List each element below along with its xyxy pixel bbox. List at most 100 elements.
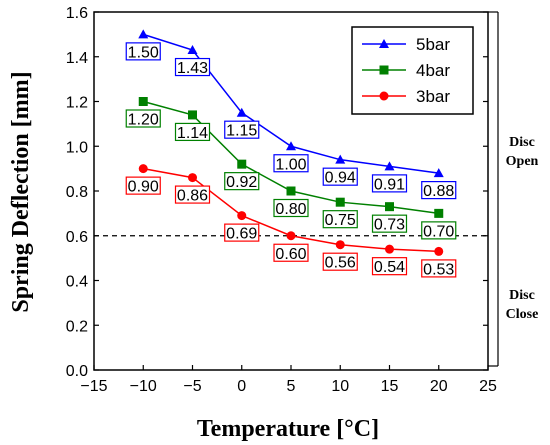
data-point-5bar (236, 107, 247, 117)
y-tick-label: 1.6 (66, 5, 88, 22)
data-label-4bar: 1.14 (174, 122, 211, 142)
x-tick-label: 15 (381, 378, 399, 395)
data-point-5bar (138, 29, 149, 39)
data-point-4bar (286, 186, 296, 196)
data-labels-3bar: 0.90 0.86 0.69 0.60 0.56 0.54 0.53 (125, 176, 457, 278)
data-label-3bar: 0.53 (421, 259, 457, 278)
y-tick-label: 1.4 (66, 50, 88, 67)
data-label-text: 0.94 (325, 170, 356, 187)
data-label-text: 1.15 (226, 123, 257, 140)
data-label-box (125, 176, 161, 195)
data-label-text: 0.92 (226, 174, 257, 191)
data-point-5bar (433, 168, 444, 178)
data-label-box (174, 57, 211, 77)
data-point-5bar (187, 45, 198, 55)
data-label-3bar: 0.86 (174, 185, 211, 205)
y-axis-title: Spring Deflection [mm] (8, 71, 34, 312)
data-label-3bar: 0.69 (224, 223, 260, 243)
legend-label: 4bar (416, 61, 450, 80)
data-label-text: 1.20 (128, 112, 159, 129)
data-label-5bar: 1.15 (224, 120, 260, 140)
data-label-3bar: 0.54 (371, 257, 408, 276)
y-tick-label: 1.2 (66, 95, 88, 112)
x-tick-label: 25 (479, 378, 497, 395)
data-point-4bar (434, 208, 444, 218)
data-label-3bar: 0.60 (273, 243, 309, 263)
legend-label: 3bar (416, 87, 450, 106)
series-3bar (138, 164, 444, 256)
data-point-5bar (286, 141, 296, 151)
data-point-5bar (384, 161, 395, 171)
data-label-text: 0.69 (226, 226, 257, 243)
data-label-box (174, 122, 211, 142)
legend-item-4bar: 4bar (362, 61, 450, 80)
data-label-box (371, 214, 408, 233)
legend-marker (379, 65, 389, 75)
series-4bar (138, 97, 444, 218)
data-label-box (224, 223, 260, 242)
data-label-text: 0.75 (325, 212, 356, 229)
data-label-5bar: 0.91 (371, 174, 408, 193)
x-tick-label: −15 (80, 378, 107, 395)
data-label-box (371, 257, 408, 276)
disc-close-label-line2: Close (506, 307, 539, 322)
data-label-box (224, 172, 260, 191)
data-labels-4bar: 1.20 1.14 0.92 0.80 0.75 0.73 0.70 (125, 109, 457, 240)
data-label-text: 0.88 (423, 183, 454, 200)
data-label-4bar: 0.70 (421, 221, 457, 240)
data-label-box (125, 42, 161, 61)
data-label-box (421, 221, 457, 240)
y-tick-label: 0.4 (66, 274, 88, 291)
data-label-text: 0.91 (374, 176, 405, 193)
series-layer (138, 29, 444, 256)
data-point-3bar (434, 246, 444, 256)
data-label-5bar: 0.88 (421, 181, 457, 200)
data-label-box (322, 252, 358, 271)
data-label-3bar: 0.90 (125, 176, 161, 196)
data-point-4bar (385, 202, 394, 212)
x-tick-label: 10 (331, 378, 349, 395)
data-label-text: 0.54 (374, 259, 405, 276)
legend-label: 5bar (416, 35, 450, 54)
data-label-text: 1.14 (177, 125, 208, 142)
data-label-box (421, 259, 457, 278)
data-label-text: 0.70 (423, 223, 454, 240)
series-5bar (138, 29, 444, 178)
disc-open-label-line1: Disc (509, 135, 535, 150)
legend: 5bar 4bar 3bar (351, 26, 474, 115)
legend-marker (379, 39, 389, 48)
data-label-4bar: 0.92 (224, 172, 260, 191)
data-point-4bar (335, 197, 345, 207)
data-label-5bar: 1.00 (273, 154, 309, 173)
data-label-box (273, 198, 309, 218)
data-label-4bar: 1.20 (125, 109, 161, 129)
axis-ticks: −15 −10 −5 0 5 10 15 20 25 0.0 0.2 0.4 0.6 0.8 1.0 1.2 1… (66, 5, 497, 395)
legend-marker (379, 91, 389, 101)
x-tick-label: −10 (130, 378, 157, 395)
data-labels-layer: 1.50 1.43 1.15 1.00 0.94 0.91 0.88 1.20 1.14 0.92… (125, 42, 457, 278)
data-point-3bar (188, 173, 197, 183)
data-point-4bar (188, 110, 197, 120)
disc-close-label-line1: Disc (509, 288, 535, 303)
data-label-text: 0.53 (423, 261, 454, 278)
data-label-box (273, 243, 309, 262)
data-label-box (224, 120, 260, 139)
disc-state-annotations: Disc Open Disc Close (488, 11, 539, 367)
y-tick-label: 0.8 (66, 184, 88, 201)
legend-item-3bar: 3bar (362, 87, 450, 106)
data-label-text: 0.60 (275, 246, 306, 263)
data-label-4bar: 0.80 (273, 198, 309, 218)
data-label-text: 1.50 (128, 44, 159, 61)
data-label-text: 0.86 (177, 188, 208, 205)
x-tick-label: 5 (287, 378, 296, 395)
data-label-4bar: 0.75 (322, 210, 358, 229)
data-label-3bar: 0.56 (322, 252, 358, 272)
data-label-box (125, 109, 161, 128)
data-label-5bar: 1.43 (174, 57, 211, 77)
data-point-5bar (335, 154, 346, 164)
data-label-4bar: 0.73 (371, 214, 408, 234)
data-label-box (174, 185, 211, 204)
y-tick-label: 1.0 (66, 139, 88, 156)
data-label-box (371, 174, 408, 193)
data-label-text: 0.80 (275, 201, 306, 218)
